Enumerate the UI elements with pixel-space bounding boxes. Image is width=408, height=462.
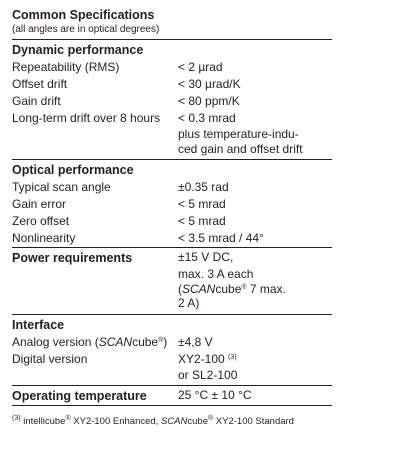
spec-value: < 3.5 mrad / 44° bbox=[178, 230, 332, 247]
brand-cube: cube bbox=[215, 281, 242, 296]
spec-row: Offset drift < 30 µrad/K bbox=[12, 76, 332, 93]
param-text: ) bbox=[163, 334, 168, 349]
spec-row: Long-term drift over 8 hours < 0.3 mrad … bbox=[12, 110, 332, 156]
value-line: plus temperature-indu- bbox=[178, 127, 299, 141]
spec-param: Zero offset bbox=[12, 214, 70, 228]
value-line: < 5 mrad bbox=[178, 197, 226, 211]
spec-row: Gain error < 5 mrad bbox=[12, 196, 332, 213]
specifications-sheet: Common Specifications (all angles are in… bbox=[12, 8, 332, 428]
spec-row: Digital version XY2-100 (3) or SL2-100 bbox=[12, 351, 332, 383]
spec-param: Long-term drift over 8 hours bbox=[12, 111, 161, 125]
value-line: < 3.5 mrad / 44° bbox=[178, 231, 264, 245]
section-title: Operating temperature bbox=[12, 389, 147, 403]
value-line: max. 3 A each bbox=[178, 267, 254, 281]
value-line: < 5 mrad bbox=[178, 214, 226, 228]
brand-cube: cube bbox=[132, 334, 159, 349]
registered-mark: ® bbox=[65, 415, 71, 422]
spec-value: < 5 mrad bbox=[178, 196, 332, 213]
section-title: Interface bbox=[12, 317, 65, 332]
footnote-text: intelli bbox=[20, 416, 45, 427]
brand-scan: SCAN bbox=[160, 416, 188, 427]
value-line: XY2-100 (3) bbox=[178, 351, 332, 368]
spec-value: < 2 µrad bbox=[178, 59, 332, 76]
spec-value: XY2-100 (3) or SL2-100 bbox=[178, 351, 332, 383]
spec-value: < 0.3 mrad plus temperature-indu- ced ga… bbox=[178, 110, 332, 156]
brand-cube: cube bbox=[187, 416, 208, 427]
value-text: 7 max. bbox=[246, 281, 286, 296]
value-text: ( bbox=[178, 281, 182, 296]
registered-mark: ® bbox=[207, 415, 214, 422]
spec-row: Typical scan angle ±0.35 rad bbox=[12, 179, 332, 196]
value-line: or SL2-100 bbox=[178, 367, 238, 382]
value-line: < 30 µrad/K bbox=[178, 77, 241, 91]
spec-param: Nonlinearity bbox=[12, 231, 76, 245]
spec-row: Zero offset < 5 mrad bbox=[12, 213, 332, 230]
spec-param: Gain error bbox=[12, 197, 67, 211]
spec-value: < 5 mrad bbox=[178, 213, 332, 230]
value-line: < 80 ppm/K bbox=[178, 94, 240, 108]
section-optical-performance: Optical performance Typical scan angle ±… bbox=[12, 159, 332, 247]
page-title: Common Specifications bbox=[12, 8, 155, 22]
param-text: Analog version ( bbox=[12, 334, 99, 349]
value-line: < 0.3 mrad bbox=[178, 111, 236, 125]
spec-param: Repeatability (RMS) bbox=[12, 60, 120, 74]
value-line: 2 A) bbox=[178, 296, 200, 310]
value-line: ced gain and offset drift bbox=[178, 141, 303, 156]
spec-value: < 30 µrad/K bbox=[178, 76, 332, 93]
value-text: XY2-100 bbox=[178, 351, 225, 366]
spec-value: ±0.35 rad bbox=[178, 179, 332, 196]
footnote-ref: (3) bbox=[228, 353, 237, 361]
spec-row: Analog version (SCANcube®) ±4,8 V bbox=[12, 334, 332, 351]
spec-param: Analog version (SCANcube®) bbox=[12, 334, 178, 351]
footnote-text: cube bbox=[44, 416, 66, 427]
spec-param: Gain drift bbox=[12, 94, 61, 108]
section-operating-temperature: Operating temperature 25 °C ± 10 °C bbox=[12, 385, 332, 406]
value-line: ±4,8 V bbox=[178, 334, 213, 349]
section-title: Power requirements bbox=[12, 251, 133, 265]
footnote-mark: (3) bbox=[12, 415, 21, 422]
spec-param: Offset drift bbox=[12, 77, 68, 91]
spec-value: ±4,8 V bbox=[178, 334, 332, 351]
value-line: ±0.35 rad bbox=[178, 180, 229, 194]
registered-mark: ® bbox=[241, 283, 247, 291]
spec-param: Digital version bbox=[12, 351, 88, 366]
page-subtitle: (all angles are in optical degrees) bbox=[12, 24, 160, 35]
footnote: (3) intellicube® XY2-100 Enhanced, SCANc… bbox=[12, 415, 332, 428]
spec-row: Repeatability (RMS) < 2 µrad bbox=[12, 59, 332, 76]
section-dynamic-performance: Dynamic performance Repeatability (RMS) … bbox=[12, 39, 332, 159]
spec-row: Gain drift < 80 ppm/K bbox=[12, 93, 332, 110]
spec-row: Power requirements ±15 V DC, max. 3 A ea… bbox=[12, 248, 332, 311]
spec-value: < 80 ppm/K bbox=[178, 93, 332, 110]
brand-scan: SCAN bbox=[98, 334, 133, 349]
value-line: ±15 V DC, bbox=[178, 250, 234, 264]
spec-value: 25 °C ± 10 °C bbox=[178, 386, 332, 405]
footnote-text: XY2-100 Standard bbox=[213, 416, 294, 427]
value-line: < 2 µrad bbox=[178, 60, 223, 74]
section-power-requirements: Power requirements ±15 V DC, max. 3 A ea… bbox=[12, 247, 332, 314]
spec-row: Nonlinearity < 3.5 mrad / 44° bbox=[12, 230, 332, 247]
footnote-text: XY2-100 Enhanced, bbox=[70, 416, 161, 427]
spec-row: Operating temperature 25 °C ± 10 °C bbox=[12, 386, 332, 405]
section-interface: Interface Analog version (SCANcube®) ±4,… bbox=[12, 313, 332, 386]
registered-mark: ® bbox=[158, 336, 164, 344]
value-line: 25 °C ± 10 °C bbox=[178, 388, 252, 402]
section-title: Dynamic performance bbox=[12, 43, 144, 57]
value-line: (SCANcube® 7 max. bbox=[178, 282, 332, 297]
section-title: Optical performance bbox=[12, 163, 134, 177]
brand-scan: SCAN bbox=[182, 281, 216, 296]
spec-param: Typical scan angle bbox=[12, 180, 111, 194]
spec-value: ±15 V DC, max. 3 A each (SCANcube® 7 max… bbox=[178, 248, 332, 311]
